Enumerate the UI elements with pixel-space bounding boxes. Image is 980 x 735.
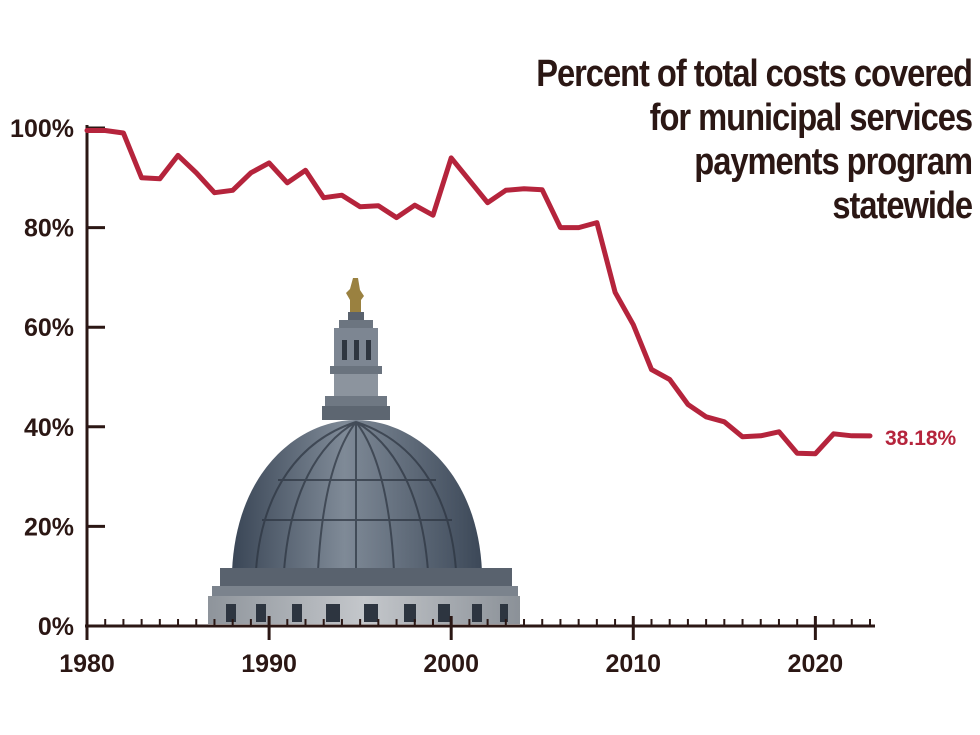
y-tick-marks bbox=[87, 126, 105, 528]
x-tick-label: 2000 bbox=[423, 650, 479, 678]
x-tick-label: 2020 bbox=[788, 650, 844, 678]
x-tick-label: 1990 bbox=[241, 650, 297, 678]
series-line bbox=[84, 128, 873, 457]
series-layer bbox=[84, 128, 873, 457]
y-tick-label: 0% bbox=[38, 613, 74, 641]
x-tick-label: 2010 bbox=[605, 650, 661, 678]
x-tick-label: 1980 bbox=[59, 650, 115, 678]
x-minor-ticks bbox=[85, 616, 871, 640]
x-tick-labels: 1980 1990 2000 2010 2020 bbox=[59, 650, 843, 678]
title-line-1: Percent of total costs covered bbox=[536, 53, 973, 95]
chart-title: Percent of total costs covered for munic… bbox=[490, 52, 973, 228]
y-tick-labels: 0% 20% 40% 60% 80% 100% bbox=[10, 115, 74, 641]
y-tick-label: 80% bbox=[24, 215, 74, 243]
title-line-3: payments program bbox=[694, 141, 973, 183]
y-tick-label: 20% bbox=[24, 513, 74, 541]
y-tick-label: 100% bbox=[10, 115, 74, 143]
title-line-4: statewide bbox=[832, 185, 973, 227]
title-line-2: for municipal services bbox=[649, 97, 973, 139]
end-value-label: 38.18% bbox=[885, 427, 957, 450]
statue-figure bbox=[346, 278, 364, 312]
y-tick-label: 60% bbox=[24, 314, 74, 342]
y-tick-label: 40% bbox=[24, 414, 74, 442]
capitol-dome-image bbox=[208, 278, 520, 624]
